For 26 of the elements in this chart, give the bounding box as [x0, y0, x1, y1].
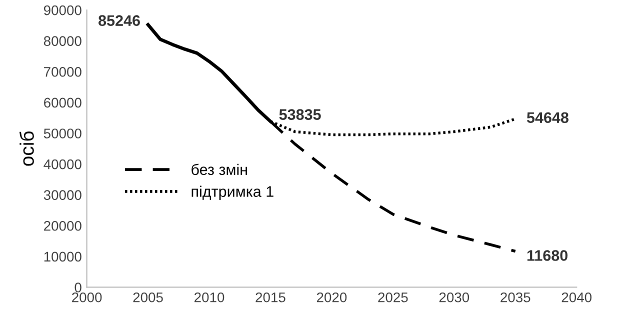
annotation: 11680 [527, 250, 568, 261]
x-tick-label: 2015 [256, 292, 286, 302]
y-tick-label: 80000 [44, 36, 82, 46]
y-tick-label: 40000 [44, 159, 82, 170]
annotation: 54648 [526, 112, 568, 124]
x-tick-label: 2035 [500, 292, 530, 302]
y-tick-label: 20000 [44, 220, 82, 231]
annotation: 85246 [98, 15, 140, 26]
y-tick-label: 50000 [44, 128, 82, 138]
x-tick-label: 2010 [194, 292, 224, 302]
y-tick-label: 70000 [44, 66, 82, 77]
x-tick-label: 2020 [316, 292, 347, 302]
y-axis-title: осіб [19, 131, 34, 166]
y-tick-label: 10000 [44, 252, 82, 262]
y-tick-label: 0 [74, 282, 82, 292]
x-tick-label: 2030 [439, 292, 470, 302]
x-tick-label: 2040 [562, 292, 592, 302]
y-tick-label: 30000 [44, 190, 82, 200]
y-tick-label: 90000 [44, 5, 82, 16]
y-tick-label: 60000 [44, 98, 82, 108]
legend-label: без змін [192, 164, 247, 176]
x-tick-label: 2005 [133, 292, 163, 302]
legend-label: підтримка 1 [192, 186, 274, 200]
annotation: 53835 [279, 109, 321, 120]
x-tick-label: 2025 [378, 292, 408, 302]
x-tick-label: 2000 [72, 292, 102, 302]
